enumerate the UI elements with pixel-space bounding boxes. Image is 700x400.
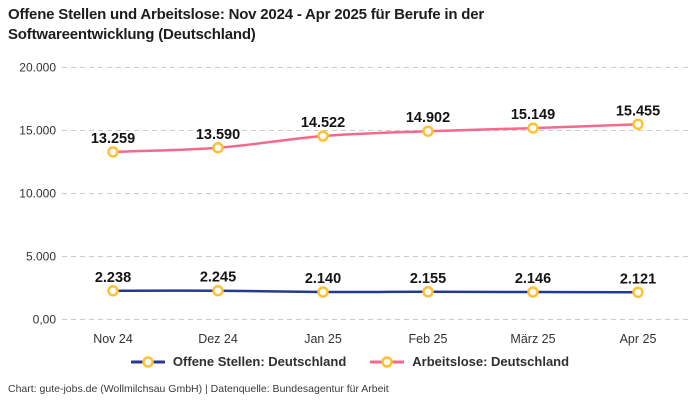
data-point-label: 2.155 — [410, 271, 446, 287]
data-point-marker — [422, 286, 434, 298]
data-point-marker — [317, 286, 329, 298]
data-point-label: 2.146 — [515, 271, 551, 287]
x-axis-label: Jan 25 — [304, 332, 342, 346]
y-tick-label: 5.000 — [26, 250, 56, 264]
series-line-open_positions — [111, 289, 640, 294]
y-tick-label: 0,00 — [33, 313, 57, 327]
x-axis-label: Dez 24 — [198, 332, 238, 346]
x-axis-label: März 25 — [510, 332, 555, 346]
data-point-label: 15.149 — [511, 107, 555, 123]
data-point-label: 13.259 — [91, 131, 135, 147]
data-point-marker — [422, 125, 434, 137]
data-point-label: 2.121 — [620, 271, 656, 287]
legend-marker-icon — [130, 355, 165, 368]
x-axis-label: Apr 25 — [620, 332, 657, 346]
data-point-marker — [527, 122, 539, 134]
data-point-label: 14.902 — [406, 110, 450, 126]
data-point-label: 2.245 — [200, 270, 236, 286]
legend-item: Arbeitslose: Deutschland — [370, 354, 569, 369]
chart-footer: Chart: gute-jobs.de (Wollmilchsau GmbH) … — [8, 383, 389, 395]
y-tick-label: 20.000 — [19, 61, 56, 75]
y-tick-label: 15.000 — [19, 124, 56, 138]
data-point-marker — [632, 118, 644, 131]
data-point-marker — [107, 146, 119, 158]
data-point-marker — [212, 284, 224, 297]
y-tick-label: 10.000 — [19, 187, 56, 201]
x-axis-label: Nov 24 — [93, 332, 133, 346]
chart-legend: Offene Stellen: Deutschland Arbeitslose: … — [0, 354, 700, 369]
legend-marker-icon — [370, 355, 405, 368]
data-point-label: 2.238 — [95, 270, 131, 286]
data-point-label: 2.140 — [305, 271, 341, 287]
data-point-marker — [317, 130, 329, 142]
data-point-label: 15.455 — [616, 103, 660, 119]
series-line-unemployed — [111, 123, 640, 154]
data-point-marker — [527, 286, 539, 298]
legend-item: Offene Stellen: Deutschland — [130, 354, 347, 369]
data-point-marker — [632, 286, 644, 299]
legend-label: Offene Stellen: Deutschland — [172, 354, 347, 369]
chart-title: Offene Stellen und Arbeitslose: Nov 2024… — [8, 6, 485, 44]
data-point-label: 14.522 — [301, 115, 345, 131]
data-point-marker — [212, 142, 224, 154]
data-point-label: 13.590 — [196, 127, 240, 143]
x-axis-label: Feb 25 — [409, 332, 448, 346]
data-point-marker — [107, 285, 119, 297]
legend-label: Arbeitslose: Deutschland — [412, 354, 570, 369]
